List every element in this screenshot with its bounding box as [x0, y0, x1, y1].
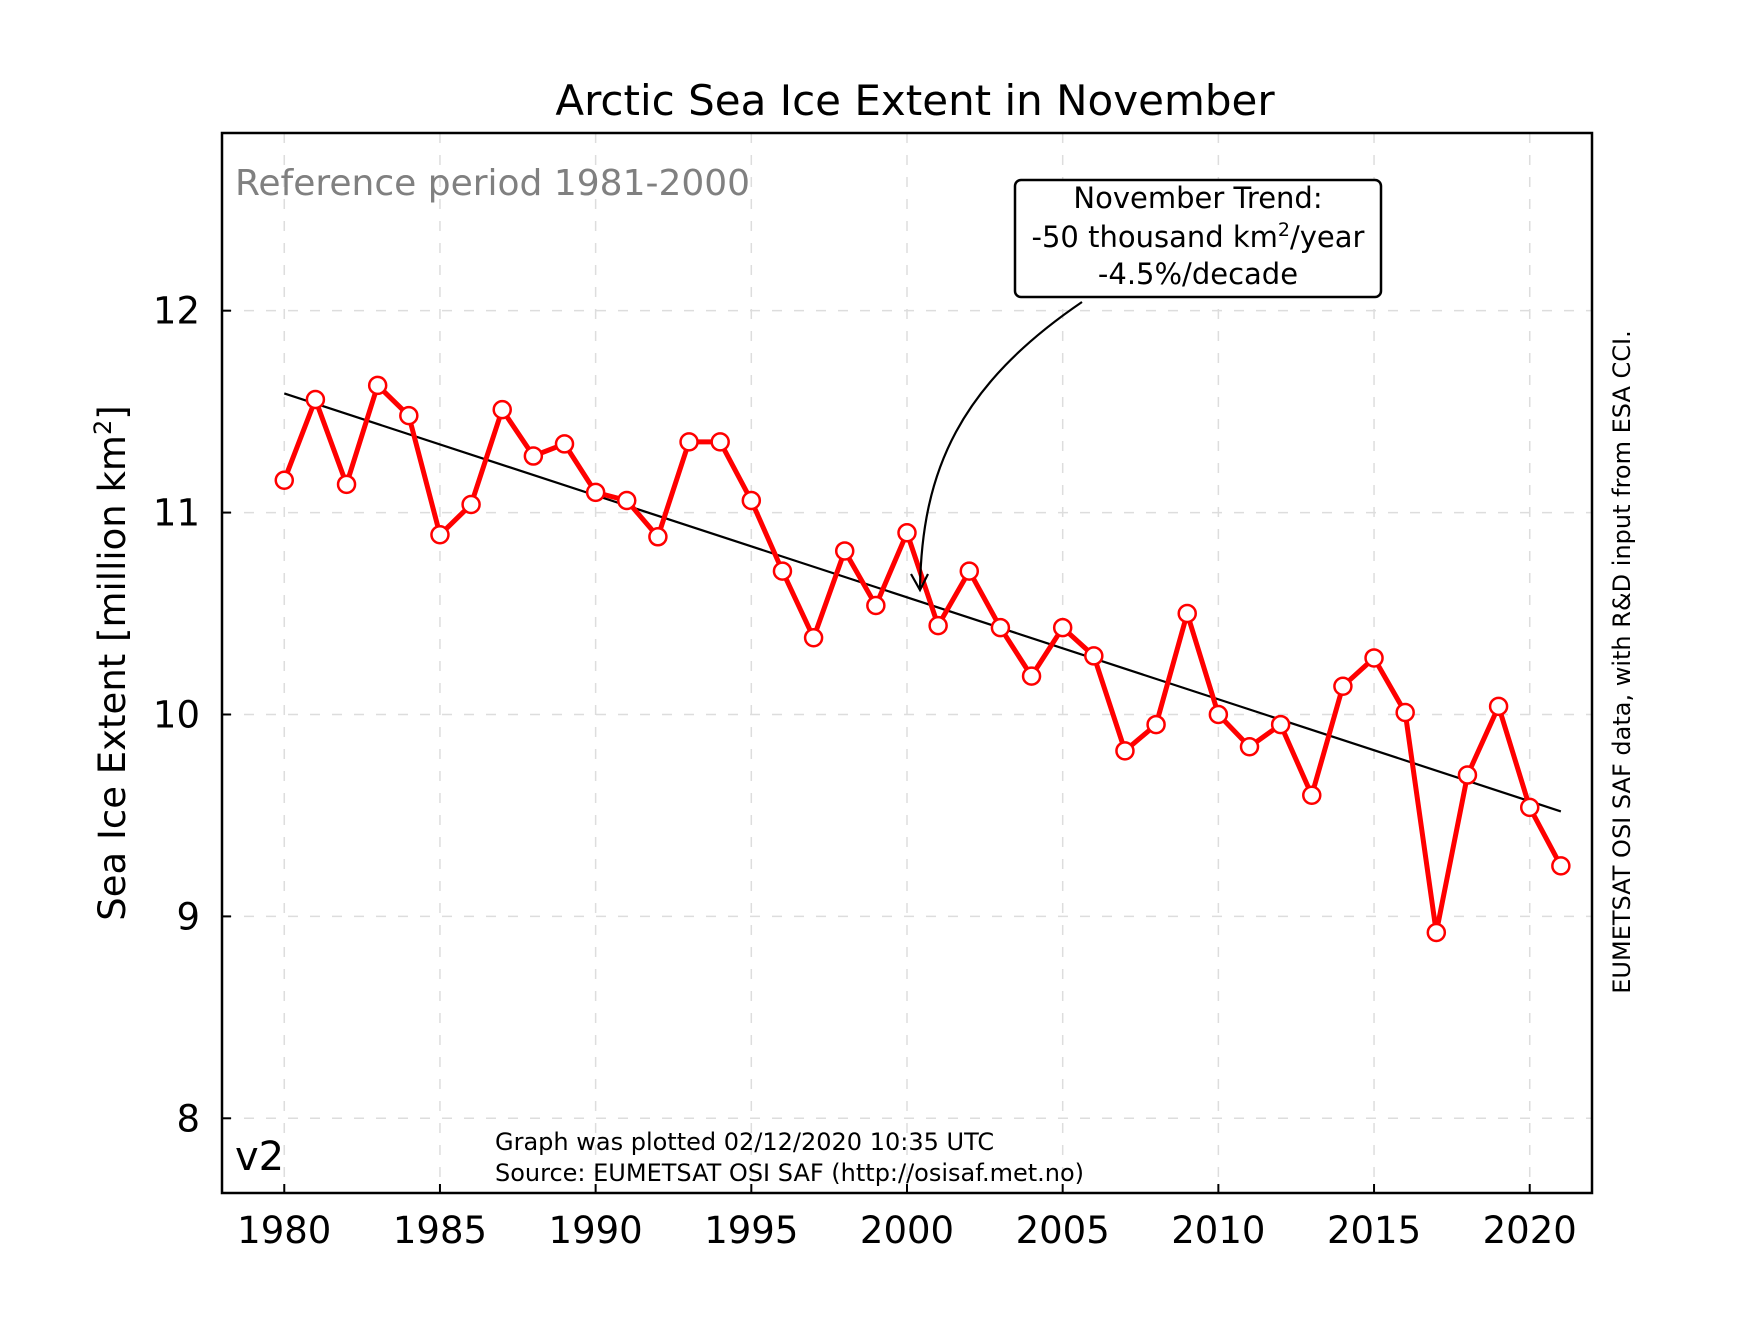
data-point	[1115, 741, 1135, 761]
data-point	[990, 617, 1011, 638]
trend-annotation-box	[1013, 178, 1383, 299]
data-point	[492, 399, 512, 420]
y-tick-label: 8	[176, 1097, 200, 1140]
plotted-timestamp: Graph was plotted 02/12/2020 10:35 UTC	[495, 1128, 994, 1156]
data-point	[928, 615, 948, 636]
trend-annotation-arrow	[918, 301, 1083, 589]
data-point	[1084, 646, 1104, 666]
x-axis-ticks: 1980 1985 1990 1995 2000 2005 2010 2015 2020	[237, 1184, 1577, 1252]
data-point	[1395, 702, 1415, 723]
data-point	[959, 561, 980, 581]
data-point	[679, 432, 699, 452]
x-tick-label: 2015	[1327, 1209, 1421, 1252]
source-credit: Source: EUMETSAT OSI SAF (http://osisaf.…	[495, 1159, 1084, 1187]
data-point	[897, 523, 917, 543]
data-point	[274, 470, 295, 491]
reference-period-label: Reference period 1981-2000	[235, 163, 750, 204]
y-tick-label: 12	[153, 290, 200, 333]
data-credit: EUMETSAT OSI SAF data, with R&D input fr…	[1608, 330, 1636, 993]
data-point	[585, 482, 606, 503]
y-tick-label: 10	[153, 693, 200, 736]
trend-annotation: November Trend: -50 thousand km2/year -4…	[910, 178, 1383, 593]
trend-line-group	[283, 392, 1562, 813]
y-tick-label: 9	[176, 895, 200, 938]
version-label: v2	[235, 1134, 284, 1180]
x-tick-label: 2000	[860, 1209, 954, 1252]
data-point	[461, 494, 481, 515]
data-point	[1302, 785, 1322, 805]
y-tick-label: 11	[153, 492, 200, 535]
data-point	[305, 389, 326, 410]
x-tick-label: 1980	[237, 1209, 331, 1252]
y-axis-ticks: 8 9 10 11 12	[153, 290, 231, 1140]
data-point	[430, 525, 450, 545]
data-point	[1457, 765, 1478, 785]
data-point	[1052, 617, 1073, 638]
trend-annotation-line1: November Trend:	[1073, 181, 1322, 215]
data-point	[1177, 603, 1197, 624]
data-point	[1488, 696, 1509, 717]
data-series-group	[274, 375, 1571, 943]
chart-title: Arctic Sea Ice Extent in November	[555, 76, 1275, 125]
data-point	[523, 446, 544, 466]
data-point	[1146, 714, 1166, 735]
data-point	[1519, 797, 1540, 818]
data-point	[834, 541, 855, 561]
x-tick-label: 1995	[704, 1209, 798, 1252]
data-point	[1426, 922, 1447, 943]
x-tick-label: 1990	[549, 1209, 643, 1252]
trend-annotation-line2: -50 thousand km2/year	[1032, 219, 1365, 254]
data-point	[367, 375, 388, 396]
data-point	[803, 628, 824, 648]
data-point	[648, 527, 668, 547]
x-tick-label: 1985	[393, 1209, 487, 1252]
data-point	[617, 490, 637, 511]
data-point	[336, 474, 357, 495]
x-tick-label: 2020	[1483, 1209, 1577, 1252]
data-point	[866, 595, 886, 616]
data-point	[1021, 666, 1042, 686]
data-point	[1551, 856, 1571, 876]
data-point	[1270, 714, 1291, 735]
data-point	[741, 490, 762, 511]
data-point	[710, 432, 730, 452]
x-tick-label: 2010	[1171, 1209, 1265, 1252]
data-point	[554, 434, 575, 454]
x-tick-label: 2005	[1016, 1209, 1110, 1252]
trend-annotation-line3: -4.5%/decade	[1098, 257, 1298, 291]
data-point	[1239, 737, 1260, 757]
data-point	[399, 405, 419, 426]
y-axis-label: Sea Ice Extent [million km2]	[89, 405, 134, 920]
data-point	[1333, 676, 1353, 696]
grid-lines	[222, 133, 1592, 1193]
trend-annotation-arrowhead	[910, 573, 929, 593]
data-point	[772, 561, 793, 581]
data-point	[1208, 704, 1229, 725]
trend-line	[283, 392, 1562, 813]
data-point	[1364, 648, 1384, 668]
